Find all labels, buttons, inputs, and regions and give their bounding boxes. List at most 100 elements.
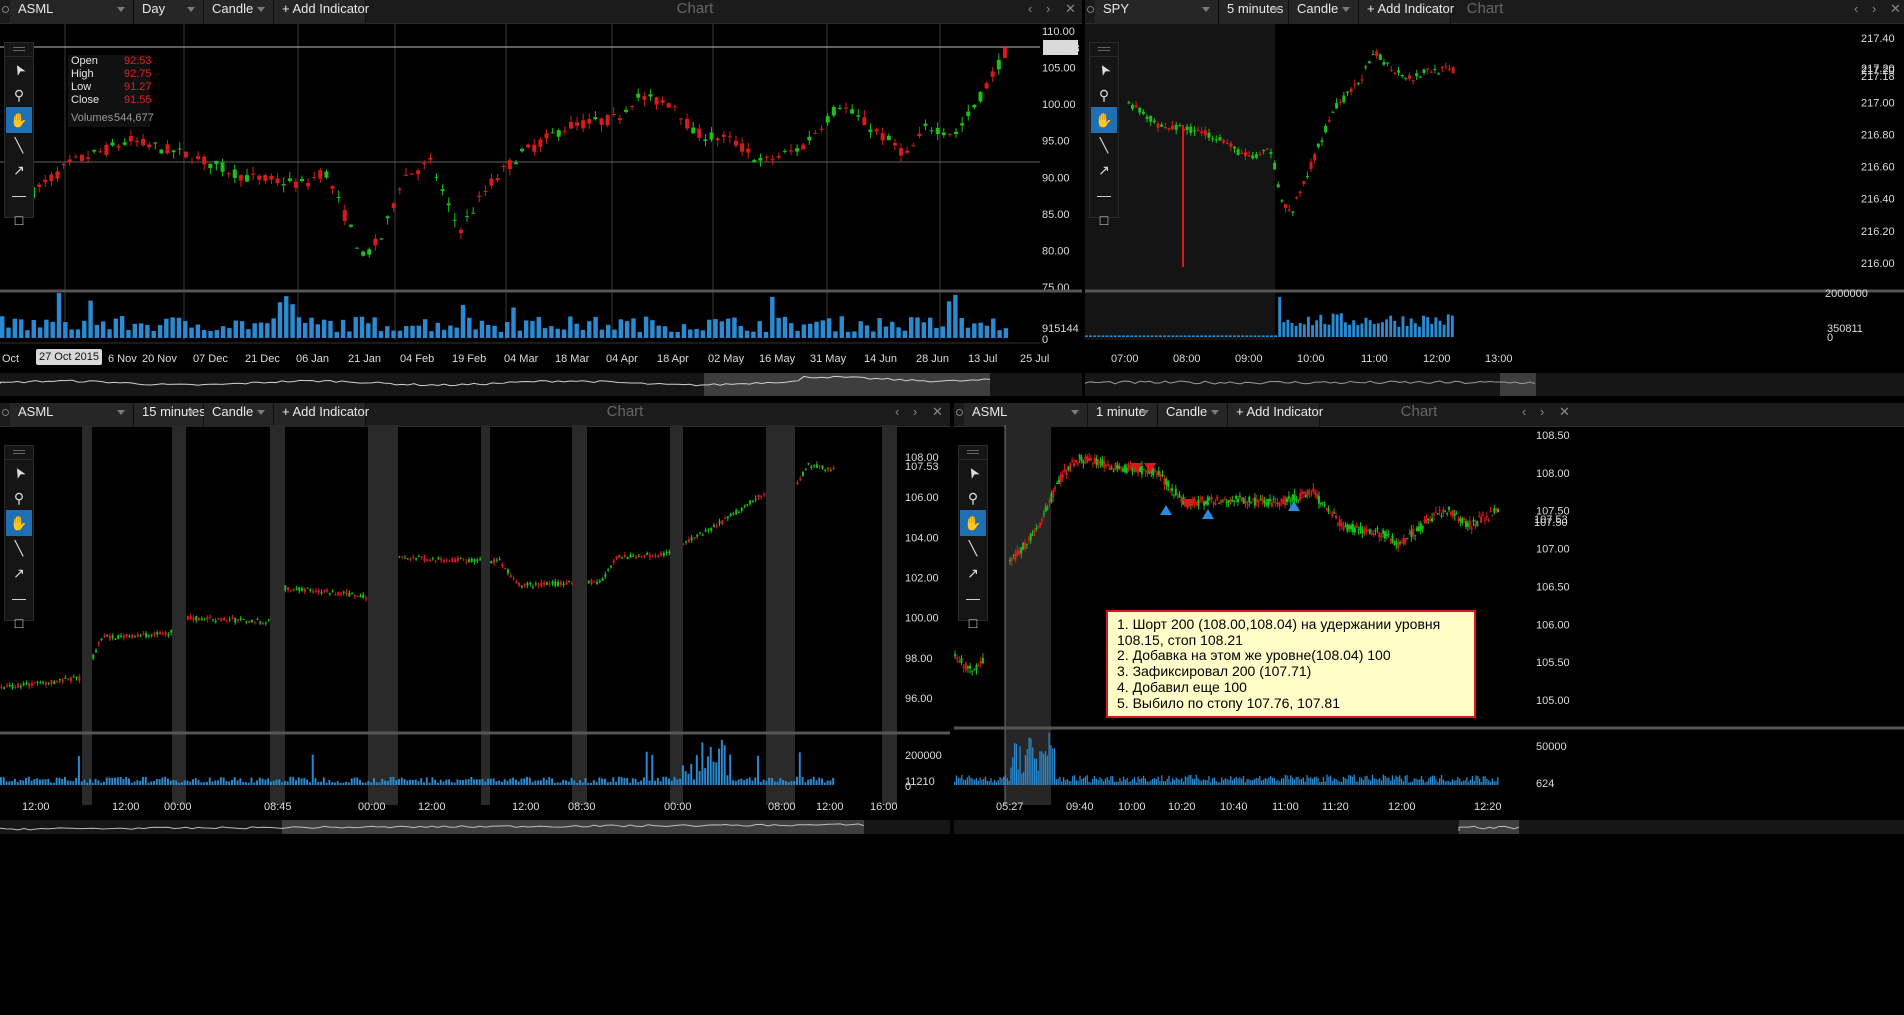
close-icon[interactable]: ✕ [932, 404, 943, 419]
symbol-selector[interactable]: SPY [1095, 0, 1219, 24]
chevron-down-icon [1272, 7, 1280, 12]
volume-bar [1377, 779, 1379, 785]
candle-body [1052, 489, 1055, 497]
close-icon[interactable]: ✕ [1559, 404, 1570, 419]
volume-bar [242, 781, 245, 785]
magnifier-icon[interactable]: ⚲ [13, 86, 25, 103]
arrow-tool-icon[interactable]: ↗ [13, 161, 25, 178]
magnifier-icon[interactable]: ⚲ [967, 489, 979, 506]
rectangle-tool-icon[interactable]: □ [14, 212, 24, 228]
candle-body [562, 583, 565, 586]
horizontal-line-icon[interactable]: — [1097, 187, 1111, 203]
chart-type-selector[interactable]: Candle [204, 403, 274, 427]
volume-bar [505, 322, 510, 338]
horizontal-line-icon[interactable]: — [12, 187, 26, 203]
candle-body [1252, 498, 1255, 500]
volume-bar [361, 782, 364, 785]
line-tool-icon[interactable]: ╲ [1099, 136, 1109, 153]
volume-bar [1480, 782, 1483, 785]
price-chart[interactable]: 110.00105.00100.0095.0090.0085.0080.0075… [0, 0, 1082, 398]
volume-zero-label: 0 [1827, 332, 1833, 344]
candle-body [1313, 154, 1317, 161]
arrow-tool-icon[interactable]: ↗ [1098, 161, 1110, 178]
price-chart[interactable]: 108.00106.00104.00102.00100.0098.0096.00… [0, 403, 950, 1015]
arrow-tool-icon[interactable]: ↗ [967, 564, 979, 581]
hand-pan-icon[interactable]: ✋ [1091, 107, 1117, 133]
candle-body [758, 157, 763, 161]
rectangle-tool-icon[interactable]: □ [968, 615, 978, 631]
interval-selector[interactable]: 5 minutes [1219, 0, 1289, 24]
candle-body [336, 196, 341, 198]
close-icon[interactable]: ✕ [1065, 1, 1076, 16]
candle-body [637, 556, 640, 558]
volume-bar [530, 321, 535, 338]
rectangle-tool-icon[interactable]: □ [14, 615, 24, 631]
volume-bar [993, 779, 996, 785]
add-indicator-button[interactable]: + Add Indicator [1228, 403, 1323, 427]
chart-type-selector[interactable]: Candle [204, 0, 274, 24]
hand-pan-icon[interactable]: ✋ [6, 510, 32, 536]
line-tool-icon[interactable]: ╲ [14, 136, 24, 153]
x-axis-tick-label: 08:30 [568, 801, 596, 813]
magnifier-icon[interactable]: ⚲ [1098, 86, 1110, 103]
x-axis-tick-label: 21 Jan [348, 353, 381, 365]
symbol-selector[interactable]: ASML [964, 403, 1088, 427]
hand-pan-icon[interactable]: ✋ [6, 107, 32, 133]
volume-bar [417, 781, 420, 785]
collapse-left-icon[interactable]: ‹ [1854, 1, 1859, 16]
symbol-selector[interactable]: ASML [10, 0, 134, 24]
candle-body [751, 500, 754, 502]
candle-body [452, 219, 457, 221]
line-tool-icon[interactable]: ╲ [14, 539, 24, 556]
x-axis-tick-label: 07 Dec [193, 353, 228, 365]
price-chart[interactable]: 108.50108.00107.50107.00106.50106.00105.… [954, 403, 1904, 1015]
volume-bar [1035, 758, 1038, 785]
candle-body [1491, 514, 1494, 516]
volume-bar [968, 775, 970, 785]
interval-selector[interactable]: Day [134, 0, 204, 24]
volume-bar [1417, 779, 1419, 785]
candle-body [1361, 528, 1364, 533]
collapse-left-icon[interactable]: ‹ [1522, 404, 1527, 419]
menu-grip-icon[interactable] [959, 446, 987, 460]
chart-type-selector[interactable]: Candle [1289, 0, 1359, 24]
add-indicator-button[interactable]: + Add Indicator [1359, 0, 1454, 24]
candle-body [1495, 508, 1498, 511]
candle-body [239, 617, 242, 620]
collapse-right-icon[interactable]: › [913, 404, 918, 419]
candle-body [1225, 143, 1229, 145]
magnifier-icon[interactable]: ⚲ [13, 489, 25, 506]
interval-selector[interactable]: 1 minute [1088, 403, 1158, 427]
symbol-selector[interactable]: ASML [10, 403, 134, 427]
collapse-right-icon[interactable]: › [1872, 1, 1877, 16]
collapse-left-icon[interactable]: ‹ [895, 404, 900, 419]
volume-bar [1328, 776, 1330, 785]
chart-type-selector[interactable]: Candle [1158, 403, 1228, 427]
volume-bar [640, 780, 643, 785]
close-icon[interactable]: ✕ [1890, 1, 1901, 16]
navigator-window [1500, 373, 1536, 396]
collapse-right-icon[interactable]: › [1046, 1, 1051, 16]
add-indicator-button[interactable]: + Add Indicator [274, 0, 369, 24]
line-tool-icon[interactable]: ╲ [968, 539, 978, 556]
candle-body [807, 462, 810, 464]
menu-grip-icon[interactable] [5, 43, 33, 57]
volume-bar [1092, 779, 1094, 785]
candle-body [1419, 523, 1422, 531]
rectangle-tool-icon[interactable]: □ [1099, 212, 1109, 228]
interval-selector[interactable]: 15 minutes [134, 403, 206, 427]
menu-grip-icon[interactable] [5, 446, 33, 460]
add-indicator-button[interactable]: + Add Indicator [274, 403, 369, 427]
hand-pan-icon[interactable]: ✋ [960, 510, 986, 536]
collapse-left-icon[interactable]: ‹ [1028, 1, 1033, 16]
horizontal-line-icon[interactable]: — [12, 590, 26, 606]
arrow-tool-icon[interactable]: ↗ [13, 564, 25, 581]
candle-body [401, 556, 404, 558]
candle-body [648, 94, 653, 97]
candle-body [1383, 531, 1386, 539]
price-chart[interactable]: 217.40217.20217.00216.80216.60216.40216.… [1085, 0, 1904, 398]
menu-grip-icon[interactable] [1090, 43, 1118, 57]
horizontal-line-icon[interactable]: — [966, 590, 980, 606]
volume-last-label: 624 [1536, 778, 1554, 790]
collapse-right-icon[interactable]: › [1540, 404, 1545, 419]
